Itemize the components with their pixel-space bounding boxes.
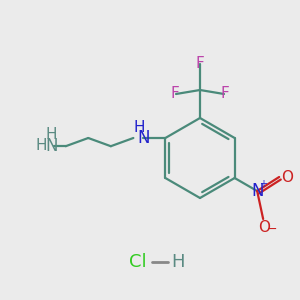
Text: O: O	[258, 220, 270, 236]
Text: H: H	[134, 119, 145, 134]
Text: F: F	[171, 86, 179, 101]
Text: N: N	[137, 129, 150, 147]
Text: N: N	[251, 182, 263, 200]
Text: O: O	[281, 169, 293, 184]
Text: F: F	[220, 86, 230, 101]
Text: F: F	[196, 56, 204, 70]
Text: Cl: Cl	[129, 253, 147, 271]
Text: H: H	[171, 253, 185, 271]
Text: H: H	[36, 138, 47, 153]
Text: H: H	[46, 127, 58, 142]
Text: N: N	[46, 137, 58, 155]
Text: −: −	[267, 223, 278, 236]
Text: +: +	[259, 179, 267, 189]
